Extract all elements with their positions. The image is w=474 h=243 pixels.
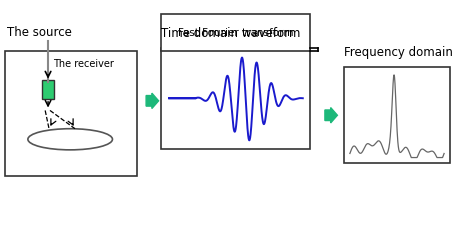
Bar <box>344 67 450 163</box>
Text: The source: The source <box>7 26 72 39</box>
Text: Frequency domain: Frequency domain <box>344 46 453 60</box>
FancyArrow shape <box>325 108 337 123</box>
Text: Time domain waveform: Time domain waveform <box>162 27 301 40</box>
Bar <box>162 14 310 51</box>
FancyArrow shape <box>146 93 159 109</box>
Bar <box>42 80 54 99</box>
Bar <box>5 51 137 176</box>
Text: The receiver: The receiver <box>53 59 114 69</box>
Text: Fast Fourier transform: Fast Fourier transform <box>178 28 294 38</box>
Bar <box>162 48 310 149</box>
